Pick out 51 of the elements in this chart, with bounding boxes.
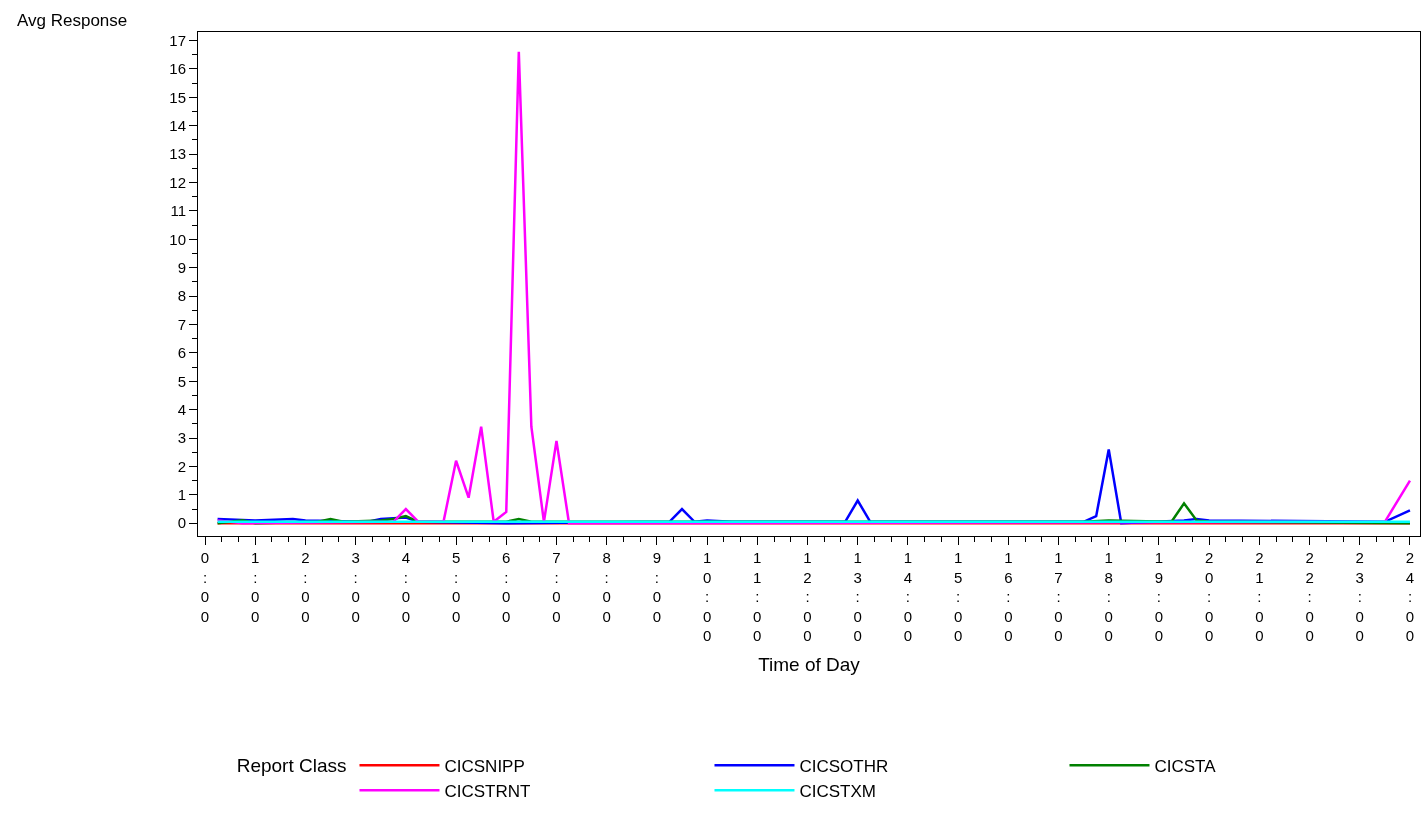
x-tick-label: 12:00 — [803, 549, 812, 644]
y-tick-label: 0 — [177, 514, 186, 532]
y-tick-label: 16 — [169, 60, 186, 78]
x-tick-label: 0:00 — [200, 549, 210, 625]
legend-label: CICSNIPP — [444, 756, 525, 776]
y-tick-label: 1 — [177, 486, 186, 504]
y-tick-label: 8 — [177, 287, 186, 305]
x-tick-label: 24:00 — [1405, 549, 1415, 644]
x-tick-label: 7:00 — [552, 549, 561, 625]
y-tick-label: 2 — [177, 457, 186, 475]
y-tick-label: 7 — [177, 315, 186, 333]
x-tick-label: 4:00 — [401, 549, 411, 625]
x-axis-title: Time of Day — [758, 653, 861, 675]
x-tick-label: 8:00 — [602, 549, 611, 625]
y-tick-label: 11 — [170, 202, 186, 220]
y-tick-label: 17 — [169, 31, 186, 49]
y-tick-label: 4 — [177, 400, 186, 418]
y-tick-label: 15 — [169, 88, 186, 106]
x-tick-label: 20:00 — [1204, 549, 1214, 644]
x-tick-label: 14:00 — [903, 549, 913, 644]
y-tick-label: 9 — [177, 258, 186, 276]
x-tick-label: 3:00 — [351, 549, 360, 625]
y-tick-label: 12 — [169, 173, 186, 191]
x-tick-label: 21:00 — [1255, 549, 1264, 644]
x-tick-label: 1:00 — [251, 549, 260, 625]
x-tick-label: 2:00 — [301, 549, 310, 625]
x-tick-label: 16:00 — [1004, 549, 1013, 644]
x-tick-label: 6:00 — [502, 549, 511, 625]
legend-title: Report Class — [236, 755, 347, 777]
x-tick-label: 10:00 — [702, 549, 712, 644]
x-tick-label: 19:00 — [1154, 549, 1164, 644]
y-tick-label: 10 — [169, 230, 186, 248]
y-tick-label: 5 — [177, 372, 186, 390]
y-tick-label: 13 — [169, 145, 186, 163]
x-tick-label: 5:00 — [451, 549, 461, 625]
legend-label: CICSTRNT — [444, 781, 531, 801]
x-tick-label: 17:00 — [1054, 549, 1063, 644]
x-tick-label: 23:00 — [1355, 549, 1364, 644]
x-tick-label: 13:00 — [853, 549, 862, 644]
y-tick-label: 6 — [177, 344, 186, 362]
x-tick-label: 18:00 — [1104, 549, 1113, 644]
x-tick-label: 15:00 — [953, 549, 963, 644]
y-tick-label: 14 — [169, 116, 186, 134]
y-tick-label: 3 — [177, 429, 186, 447]
x-tick-label: 22:00 — [1305, 549, 1314, 644]
legend-label: CICSTA — [1154, 756, 1217, 776]
legend-label: CICSOTHR — [799, 756, 889, 776]
x-tick-label: 11:00 — [753, 549, 762, 644]
legend-label: CICSTXM — [799, 781, 876, 801]
y-axis-title: Avg Response — [17, 11, 128, 30]
x-tick-label: 9:00 — [652, 549, 662, 625]
